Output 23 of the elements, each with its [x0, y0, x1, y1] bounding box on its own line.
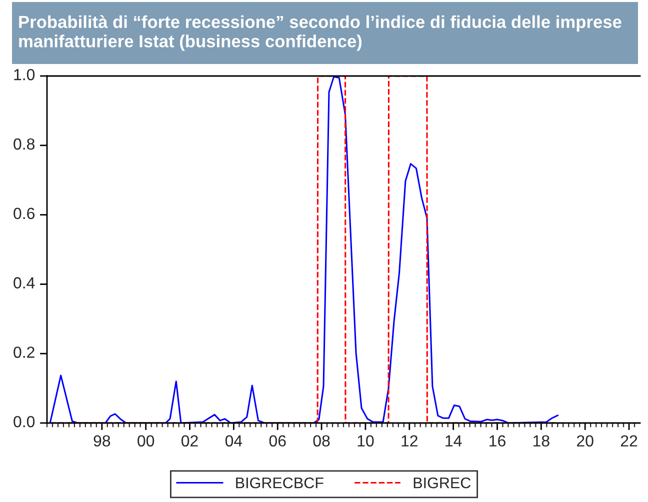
x-tick-label: 08 [313, 435, 330, 447]
y-tick-label: 0.0 [14, 416, 35, 428]
x-tick-label: 98 [94, 435, 110, 447]
x-tick-label: 02 [182, 435, 198, 447]
x-tick-label: 00 [138, 435, 154, 447]
x-tick-label: 18 [534, 435, 550, 447]
y-tick-label: 0.8 [14, 138, 34, 150]
y-tick-label: 1.0 [14, 68, 35, 80]
y-tick-label: 0.6 [14, 208, 34, 220]
line-series [49, 76, 559, 423]
legend-label: BIGRECBCF [236, 477, 324, 488]
legend-label: BIGREC [414, 477, 471, 488]
x-tick-label: 06 [269, 435, 286, 447]
x-tick-label: 04 [225, 435, 242, 447]
x-tick-label: 20 [577, 435, 594, 447]
x-tick-label: 16 [490, 435, 506, 447]
x-tick-label: 12 [402, 435, 418, 446]
x-tick-label: 10 [358, 435, 374, 447]
y-tick-label: 0.2 [14, 346, 34, 358]
x-tick-label: 22 [620, 435, 638, 446]
y-tick-label: 0.4 [14, 277, 35, 288]
x-tick-label: 14 [446, 435, 462, 446]
chart-title: Probabilità di “forte recessione” secondo l’indice di fiducia delle imprese manifatturiere Istat (business confidence) [19, 15, 622, 51]
